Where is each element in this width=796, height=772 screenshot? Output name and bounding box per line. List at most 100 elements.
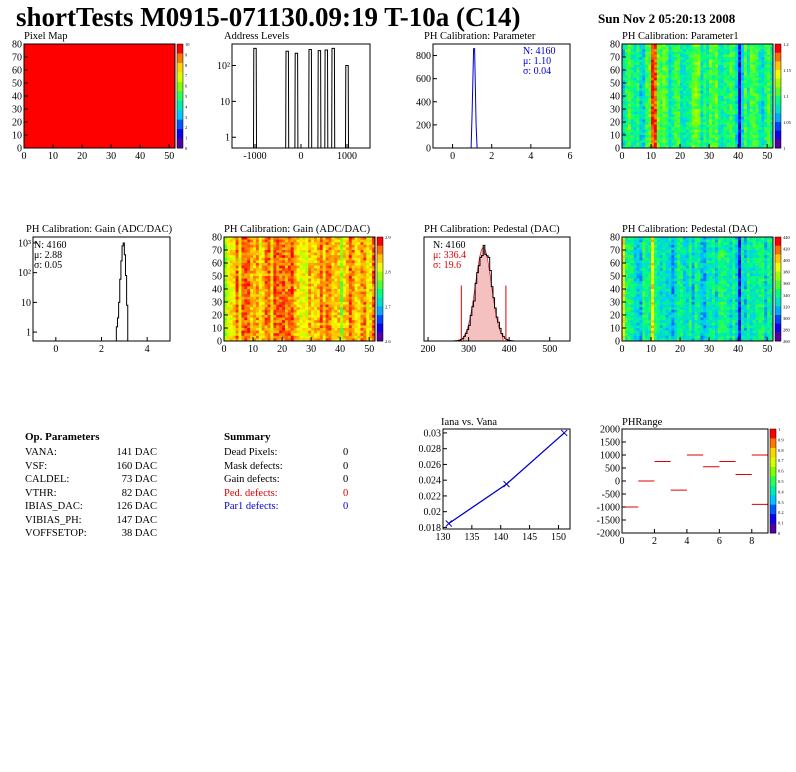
heatmap-cell [241,250,245,253]
heatmap-cell [653,122,658,125]
heatmap-cell [682,44,687,47]
heatmap-cell [726,67,730,71]
heatmap-cell [282,268,286,272]
heatmap-cell [770,80,774,84]
color-scale-label: 2.6 [385,339,391,344]
heatmap-cell [706,85,710,89]
heatmap-cell [642,85,646,89]
heatmap-cell [363,268,367,272]
heatmap-cell [648,109,652,112]
heatmap-cell [671,46,675,50]
color-scale-cell [775,130,781,140]
heatmap-cell [659,54,663,58]
heatmap-cell [703,57,707,60]
heatmap-cell [296,302,300,305]
heatmap-cell [328,281,332,285]
heatmap-cell [244,244,248,248]
heatmap-cell [642,122,646,125]
heatmap-cell [331,307,335,311]
heatmap-cell [703,44,707,47]
heatmap-cell [287,312,292,316]
heatmap-cell [337,237,341,240]
heatmap-cell [726,103,730,107]
heatmap-cell [639,59,643,63]
heatmap-cell [633,338,637,342]
heatmap-cell [720,137,724,141]
heatmap-cell [633,333,637,337]
heatmap-cell [703,101,707,105]
heatmap-cell [648,296,652,300]
heatmap-cell [290,286,294,290]
heatmap-cell [305,328,309,331]
heatmap-cell [636,257,640,261]
heatmap-cell [674,62,678,66]
heatmap-cell [267,333,271,337]
heatmap-cell [633,304,637,308]
heatmap-cell [287,294,292,298]
heatmap-cell [261,237,265,240]
heatmap-cell [700,145,704,149]
heatmap-cell [697,46,701,50]
heatmap-cell [639,304,643,308]
heatmap-cell [741,109,745,112]
heatmap-cell [685,88,690,92]
heatmap-cell [752,77,756,81]
heatmap-cell [712,116,716,120]
heatmap-cell [671,142,675,146]
heatmap-cell [622,106,626,110]
heatmap-cell [319,242,324,246]
heatmap-cell [343,281,347,285]
heatmap-cell [345,273,350,277]
heatmap-cell [360,309,364,313]
heatmap-cell [232,244,236,248]
heatmap-cell [264,296,268,300]
heatmap-cell [284,315,289,318]
heatmap-cell [261,268,265,272]
heatmap-cell [677,51,681,55]
heatmap-cell [639,142,643,146]
heatmap-cell [247,322,251,326]
heatmap-cell [232,309,236,313]
pixel-map-title: Pixel Map [24,31,68,42]
heatmap-cell [645,237,649,240]
heatmap-cell [735,111,739,115]
heatmap-cell [241,309,245,313]
heatmap-cell [639,77,643,81]
heatmap-cell [241,237,245,240]
heatmap-cell [729,90,733,94]
heatmap-cell [662,57,666,60]
heatmap-cell [720,101,724,105]
x-tick-label: 400 [502,344,517,355]
heatmap-cell [226,312,231,316]
heatmap-cell [653,317,658,321]
heatmap-cell [685,137,690,141]
heatmap-cell [717,96,722,99]
heatmap-cell [752,140,756,144]
heatmap-cell [273,296,277,300]
heatmap-cell [244,263,248,266]
heatmap-cell [627,72,632,76]
heatmap-cell [299,333,303,337]
x-tick-label: 40 [335,344,345,355]
heatmap-cell [645,322,649,326]
heatmap-cell [261,286,265,290]
heatmap-cell [738,109,742,112]
heatmap-cell [302,320,306,324]
heatmap-cell [345,237,350,240]
heatmap-cell [688,122,692,125]
heatmap-cell [741,59,745,63]
heatmap-cell [714,64,719,68]
heatmap-cell [354,315,358,318]
heatmap-cell [226,302,231,305]
heatmap-cell [653,54,658,58]
heatmap-cell [662,257,666,261]
heatmap-cell [314,338,318,342]
heatmap-cell [232,302,236,305]
heatmap-cell [668,93,672,97]
heatmap-cell [642,88,646,92]
heatmap-cell [633,276,637,279]
heatmap-cell [270,325,274,329]
heatmap-cell [328,307,332,311]
heatmap-cell [267,250,271,253]
heatmap-cell [229,255,234,259]
